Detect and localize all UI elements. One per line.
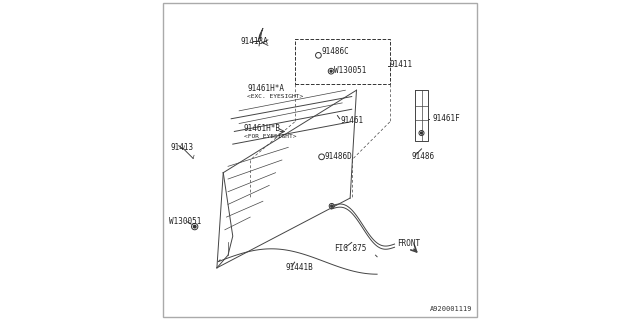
Text: FRONT: FRONT	[397, 239, 420, 248]
Text: 91461H*A: 91461H*A	[247, 84, 284, 93]
Text: A920001119: A920001119	[430, 306, 472, 312]
Text: 91461F: 91461F	[433, 114, 460, 123]
Text: W130051: W130051	[334, 66, 367, 75]
Text: 91413A: 91413A	[241, 36, 268, 45]
Text: 91486D: 91486D	[324, 152, 352, 161]
Text: 91413: 91413	[171, 143, 194, 152]
Text: 91461: 91461	[340, 116, 364, 125]
Text: 91411: 91411	[389, 60, 412, 69]
Text: 91486C: 91486C	[321, 47, 349, 56]
Text: W130051: W130051	[170, 217, 202, 226]
Text: <FOR EYESIGHT>: <FOR EYESIGHT>	[244, 134, 296, 139]
Circle shape	[193, 225, 196, 228]
Circle shape	[420, 132, 422, 134]
Text: 91486: 91486	[412, 152, 435, 161]
Text: FIG.875: FIG.875	[334, 244, 367, 253]
Text: 91441B: 91441B	[285, 263, 313, 272]
Bar	[294, 39, 390, 84]
Text: 91461H*B: 91461H*B	[244, 124, 281, 133]
Circle shape	[330, 70, 332, 72]
Circle shape	[331, 205, 333, 207]
Text: <EXC. EYESIGHT>: <EXC. EYESIGHT>	[247, 94, 303, 99]
